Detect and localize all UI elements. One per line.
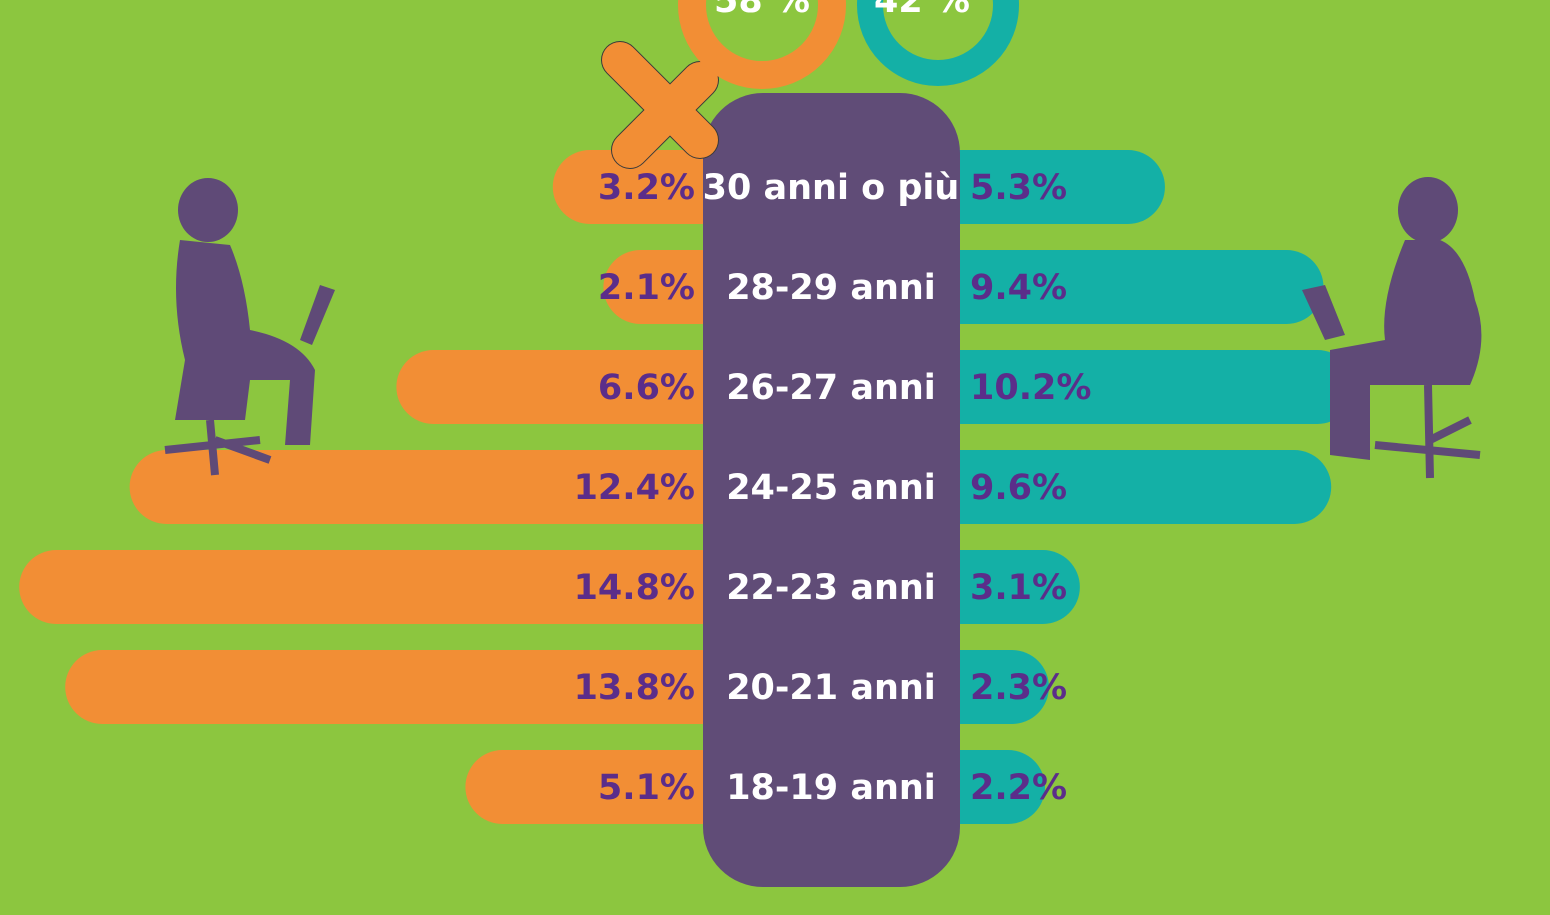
category-label: 20-21 anni [726,668,936,708]
category-label: 28-29 anni [726,268,936,308]
category-label: 26-27 anni [726,368,936,408]
man-silhouette [1302,177,1481,478]
page: 58 % 42 % 3.2% 5.3%30 anni o più 2.1% 9.4% 28… [0,0,1550,915]
value-label-right: 2.2% [970,768,1067,808]
value-label-left: 12.4% [574,468,695,508]
value-label-left: 13.8% [574,668,695,708]
category-label: 30 anni o più [703,168,960,208]
value-label-left: 3.2% [598,168,695,208]
value-label-left: 2.1% [598,268,695,308]
value-label-right: 10.2% [970,368,1091,408]
category-label: 18-19 anni [726,768,936,808]
female-total: 58 % [714,0,810,21]
value-label-left: 14.8% [574,568,695,608]
value-label-left: 5.1% [598,768,695,808]
value-label-right: 9.6% [970,468,1067,508]
value-label-left: 6.6% [598,368,695,408]
male-total: 42 % [874,0,970,21]
woman-silhouette [165,178,335,475]
chart: 58 % 42 % 3.2% 5.3%30 anni o più 2.1% 9.4% 28… [0,0,1550,915]
value-label-right: 3.1% [970,568,1067,608]
value-label-right: 5.3% [970,168,1067,208]
category-label: 24-25 anni [726,468,936,508]
value-label-right: 9.4% [970,268,1067,308]
value-label-right: 2.3% [970,668,1067,708]
category-label: 22-23 anni [726,568,936,608]
